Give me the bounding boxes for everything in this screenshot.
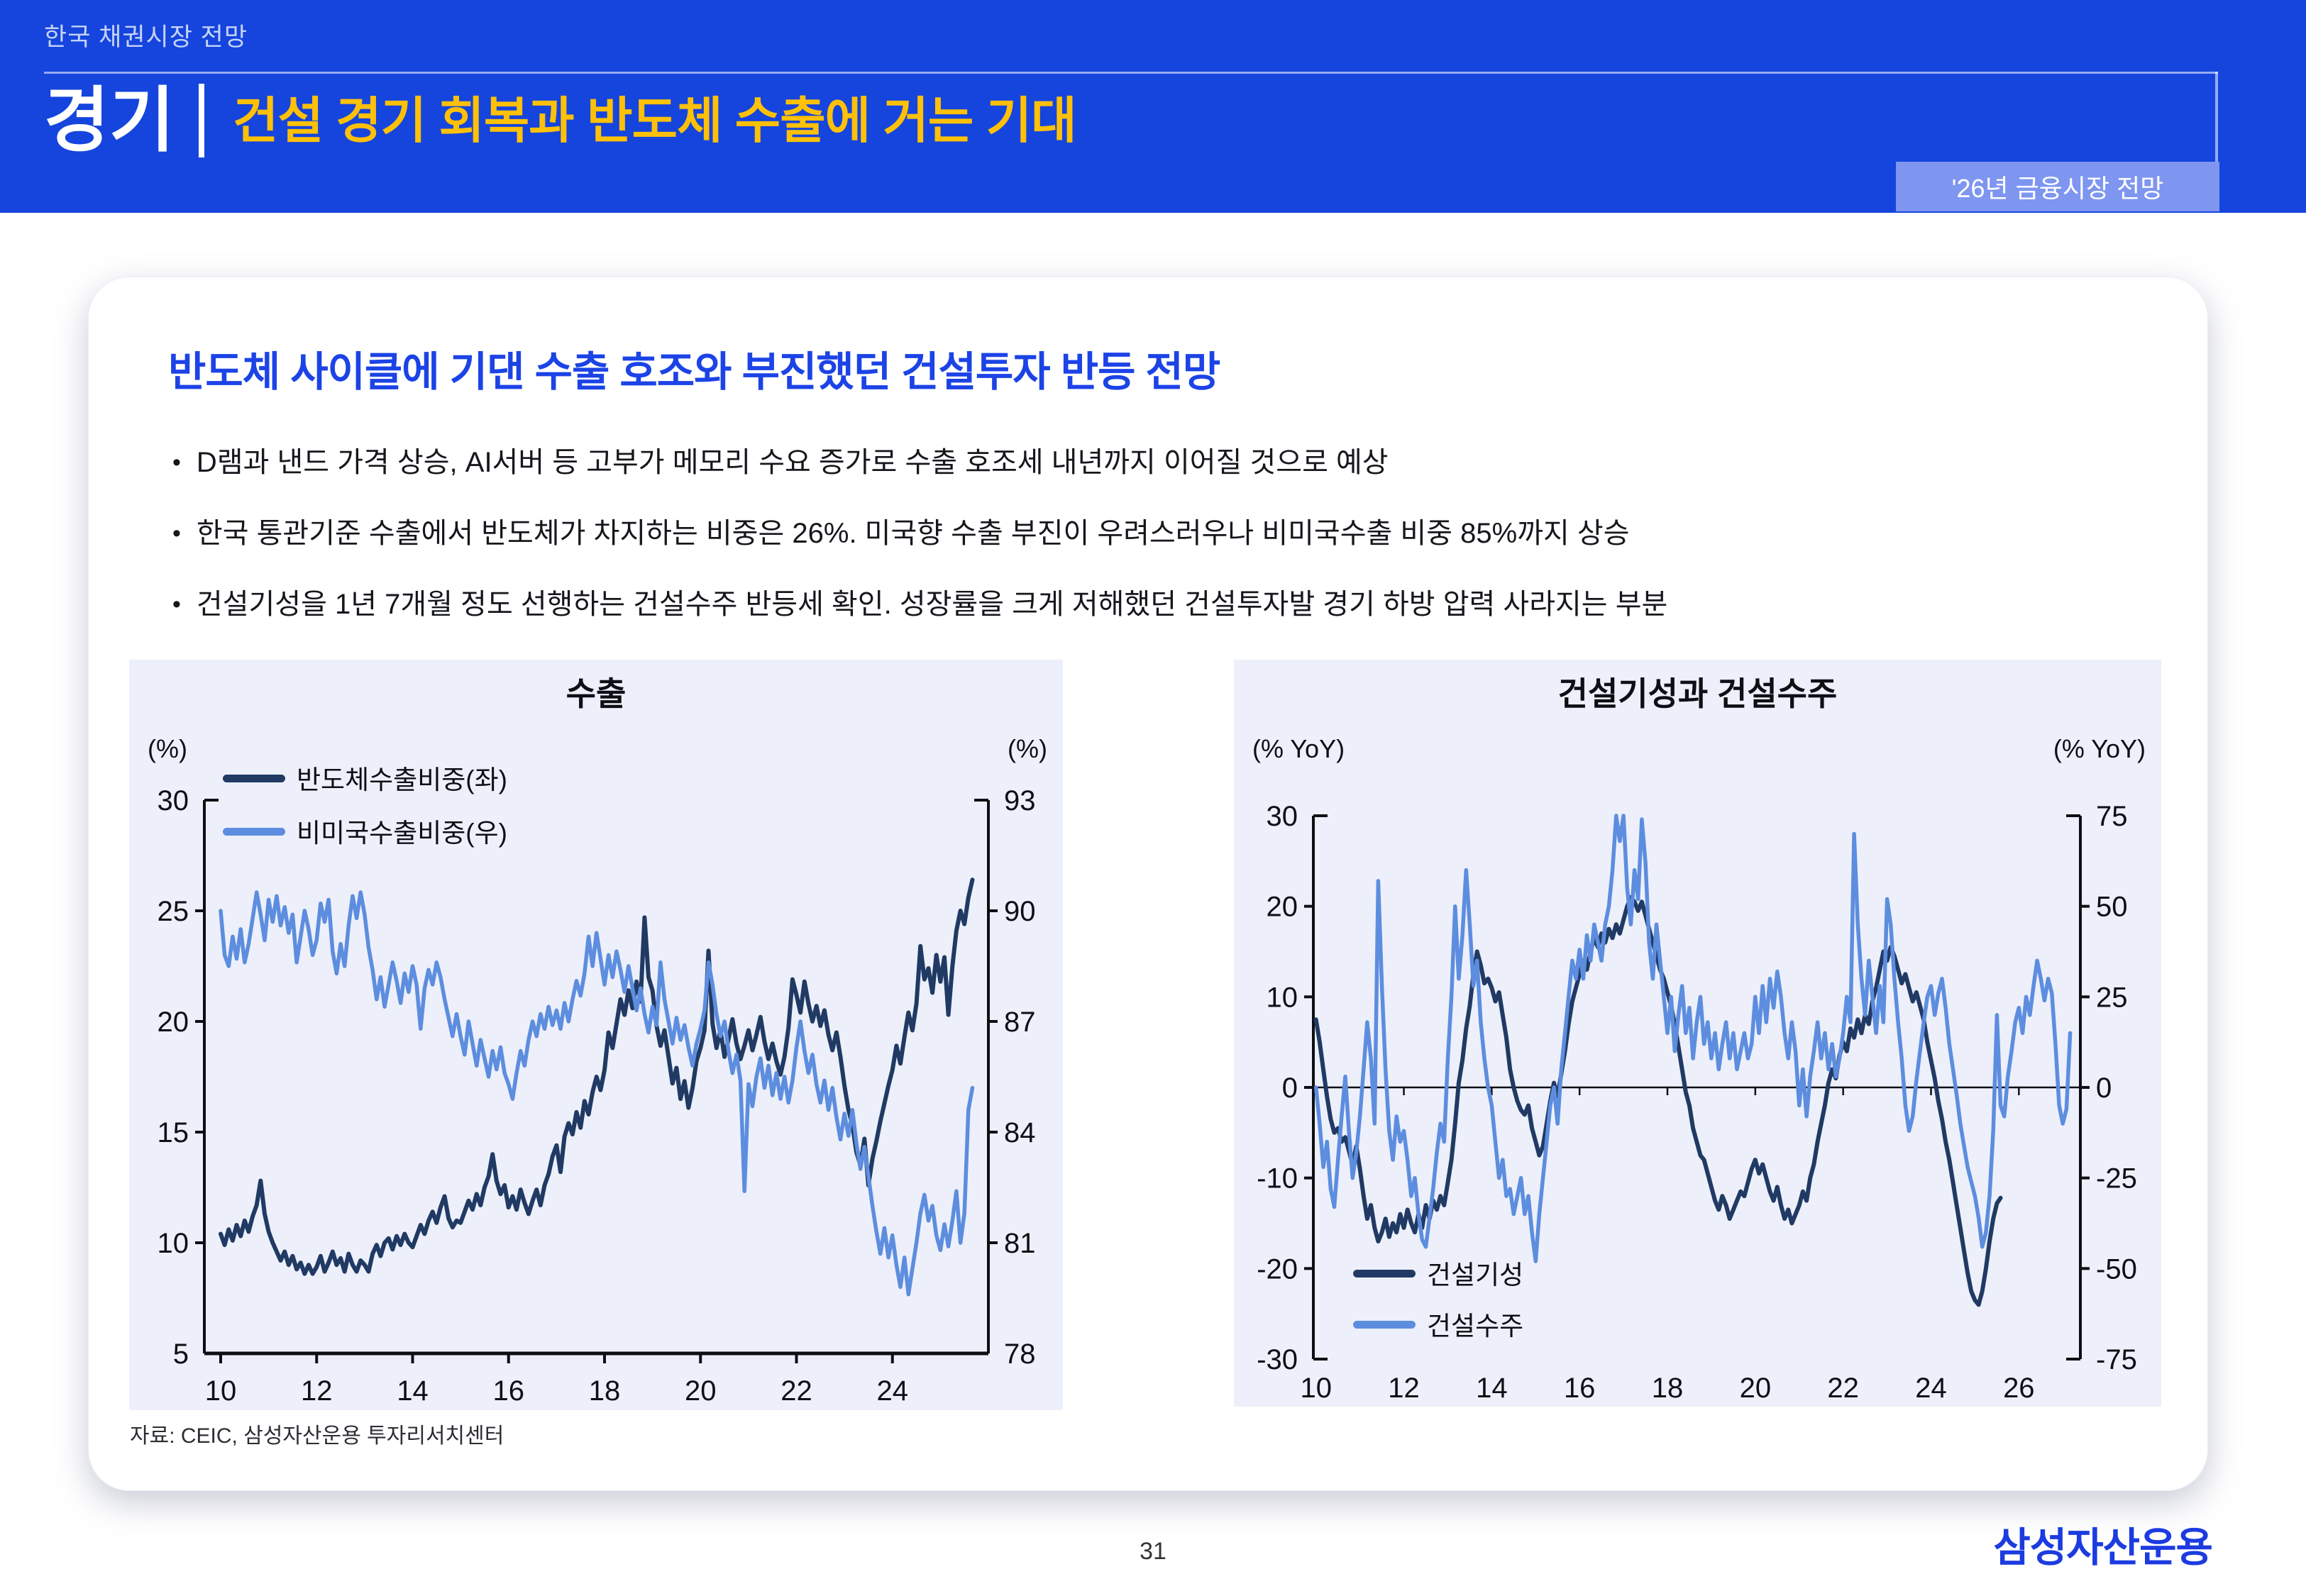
header-band: 한국 채권시장 전망 경기 건설 경기 회복과 반도체 수출에 거는 기대 '2… [0, 0, 2306, 213]
x-axis-tick-label: 10 [1300, 1373, 1332, 1404]
chart-title: 수출 [566, 675, 627, 712]
right-axis-tick-label: -50 [2096, 1253, 2137, 1285]
right-axis-tick-label: -25 [2096, 1163, 2137, 1195]
x-axis-tick-label: 14 [397, 1375, 429, 1407]
export-chart: 수출 (%) (%) 5 10 15 20 25 30 78 81 84 87 90 93 10 12 14 16 1… [148, 675, 1047, 1407]
bullet-text: 건설기성을 1년 7개월 정도 선행하는 건설수주 반등세 확인. 성장률을 크… [196, 589, 1668, 620]
bullet-text: D램과 낸드 가격 상승, AI서버 등 고부가 메모리 수요 증가로 수출 호… [196, 447, 1389, 478]
x-axis-tick-label: 26 [2003, 1373, 2035, 1404]
right-axis-tick-label: 81 [1004, 1228, 1036, 1259]
bullet-dot-icon: • [172, 449, 181, 476]
source-note: 자료: CEIC, 삼성자산운용 투자리서치센터 [130, 1424, 504, 1448]
legend-label: 건설기성 [1427, 1260, 1523, 1290]
left-axis-tick-label: 30 [1267, 801, 1298, 832]
x-axis-tick-label: 10 [205, 1375, 237, 1407]
left-axis-tick-label: 20 [158, 1007, 189, 1038]
series-right [219, 890, 975, 1297]
left-axis-tick-label: 25 [158, 896, 189, 927]
breadcrumb: 한국 채권시장 전망 [44, 23, 248, 51]
forecast-badge: '26년 금융시장 전망 [1896, 162, 2219, 211]
legend-label: 건설수주 [1427, 1312, 1523, 1341]
header-right-rule [2215, 72, 2218, 162]
bullet-dot-icon: • [172, 520, 181, 547]
series-right [1313, 814, 2073, 1263]
left-axis-tick-label: 10 [158, 1228, 189, 1259]
right-axis-tick-label: 93 [1004, 785, 1036, 816]
export-chart-panel: 수출 (%) (%) 5 10 15 20 25 30 78 81 84 87 90 93 10 12 14 16 1… [129, 660, 1063, 1410]
chart-title: 건설기성과 건설수주 [1558, 675, 1838, 712]
left-axis-unit: (%) [148, 734, 187, 763]
right-axis-tick-label: 50 [2096, 892, 2128, 923]
left-axis-tick-label: 0 [1282, 1073, 1298, 1104]
legend-label: 반도체수출비중(좌) [297, 765, 507, 794]
series-left [219, 877, 975, 1276]
bullet-dot-icon: • [172, 591, 181, 618]
left-axis-tick-label: 10 [1267, 982, 1298, 1013]
x-axis-tick-label: 14 [1476, 1373, 1508, 1404]
left-axis-tick-label: -20 [1257, 1253, 1298, 1285]
charts-row: 수출 (%) (%) 5 10 15 20 25 30 78 81 84 87 90 93 10 12 14 16 1… [129, 660, 2167, 1410]
x-axis-tick-label: 24 [876, 1375, 908, 1407]
bullet-list: • D램과 낸드 가격 상승, AI서버 등 고부가 메모리 수요 증가로 수출… [172, 446, 1667, 659]
construction-chart-panel: 건설기성과 건설수주 (% YoY) (% YoY) -30 -20 -10 0 10 20 30… [1234, 660, 2161, 1407]
right-axis-tick-label: 0 [2096, 1073, 2112, 1104]
right-axis-tick-label: 78 [1004, 1339, 1036, 1370]
x-axis-tick-label: 20 [685, 1375, 717, 1407]
right-axis-tick-label: 90 [1004, 896, 1036, 927]
company-logo: 삼성자산운용 [1993, 1525, 2213, 1570]
left-axis-tick-label: 30 [158, 785, 189, 816]
left-axis-tick-label: -30 [1257, 1344, 1298, 1375]
bullet-item: • 한국 통관기준 수출에서 반도체가 차지하는 비중은 26%. 미국향 수출… [172, 517, 1667, 550]
legend-swatch [223, 828, 285, 836]
x-axis-tick-label: 12 [1388, 1373, 1420, 1404]
right-axis-tick-label: 25 [2096, 982, 2128, 1013]
left-axis-unit: (% YoY) [1252, 734, 1345, 763]
bullet-item: • D램과 낸드 가격 상승, AI서버 등 고부가 메모리 수요 증가로 수출… [172, 446, 1667, 479]
right-axis-tick-label: 75 [2096, 801, 2128, 832]
left-axis-tick-label: 15 [158, 1117, 189, 1148]
x-axis-tick-label: 22 [780, 1375, 812, 1407]
card-title: 반도체 사이클에 기댄 수출 호조와 부진했던 건설투자 반등 전망 [168, 349, 1220, 395]
bullet-text: 한국 통관기준 수출에서 반도체가 차지하는 비중은 26%. 미국향 수출 부… [196, 518, 1630, 549]
right-axis-tick-label: -75 [2096, 1344, 2137, 1375]
right-axis-tick-label: 87 [1004, 1007, 1036, 1038]
x-axis-tick-label: 16 [1564, 1373, 1596, 1404]
left-axis-tick-label: 5 [173, 1339, 189, 1370]
x-axis-tick-label: 18 [1652, 1373, 1684, 1404]
bullet-item: • 건설기성을 1년 7개월 정도 선행하는 건설수주 반등세 확인. 성장률을… [172, 588, 1667, 621]
right-axis-unit: (% YoY) [2053, 734, 2146, 763]
legend-swatch [223, 775, 285, 782]
title-separator [199, 84, 204, 157]
header-underline [44, 72, 2218, 74]
right-axis-unit: (%) [1008, 734, 1047, 763]
title-row: 경기 건설 경기 회복과 반도체 수출에 거는 기대 [44, 84, 1076, 157]
page-title: 건설 경기 회복과 반도체 수출에 거는 기대 [233, 93, 1076, 148]
x-axis-tick-label: 24 [1915, 1373, 1947, 1404]
legend-swatch [1353, 1321, 1416, 1329]
content-card: 반도체 사이클에 기댄 수출 호조와 부진했던 건설투자 반등 전망 • D램과… [88, 277, 2208, 1491]
x-axis-tick-label: 18 [589, 1375, 621, 1407]
section-label: 경기 [44, 81, 175, 160]
x-axis-tick-label: 16 [492, 1375, 524, 1407]
construction-chart: 건설기성과 건설수주 (% YoY) (% YoY) -30 -20 -10 0 10 20 30… [1252, 675, 2146, 1404]
x-axis-tick-label: 12 [301, 1375, 333, 1407]
left-axis-tick-label: -10 [1257, 1163, 1298, 1195]
page-number: 31 [1140, 1538, 1166, 1565]
x-axis-tick-label: 22 [1827, 1373, 1859, 1404]
right-axis-tick-label: 84 [1004, 1117, 1036, 1148]
legend-label: 비미국수출비중(우) [297, 819, 507, 848]
x-axis-tick-label: 20 [1740, 1373, 1772, 1404]
left-axis-tick-label: 20 [1267, 892, 1298, 923]
legend-swatch [1353, 1270, 1416, 1278]
